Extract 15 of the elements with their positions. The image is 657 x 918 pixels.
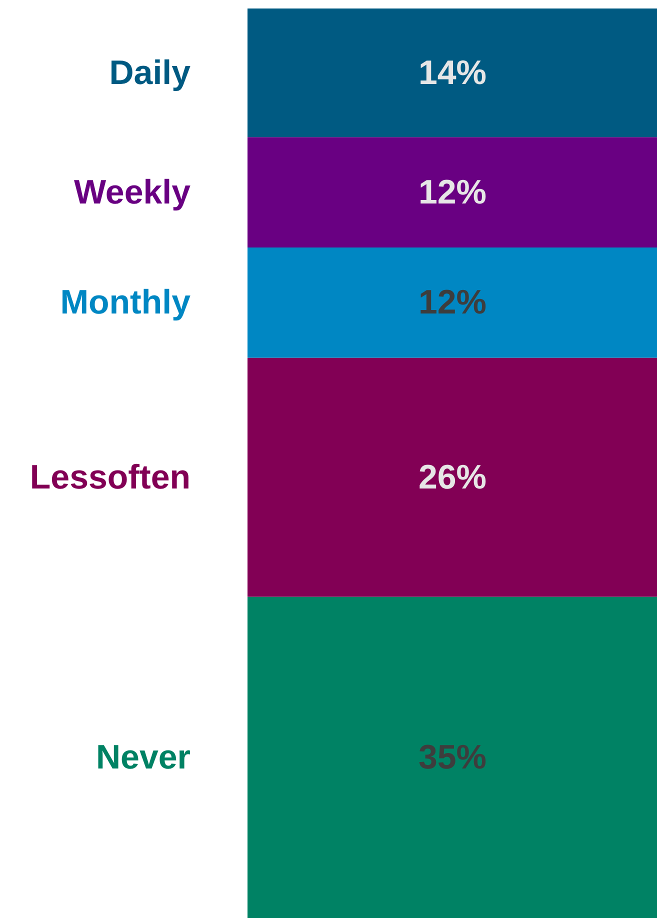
series-label: Weekly [74,173,191,212]
bar [248,358,657,597]
data-label: 12% [418,284,487,322]
bar [248,137,657,248]
bar [248,596,657,918]
data-label: 26% [418,458,487,496]
data-label: 12% [418,173,487,212]
bar [248,8,657,138]
series-label: Never [96,738,191,777]
series-label: Daily [109,54,191,92]
data-label: 35% [418,738,487,777]
series-label: Lessoften [30,458,191,496]
series-label: Monthly [60,284,191,322]
data-label: 14% [418,54,487,92]
bar [248,247,657,358]
